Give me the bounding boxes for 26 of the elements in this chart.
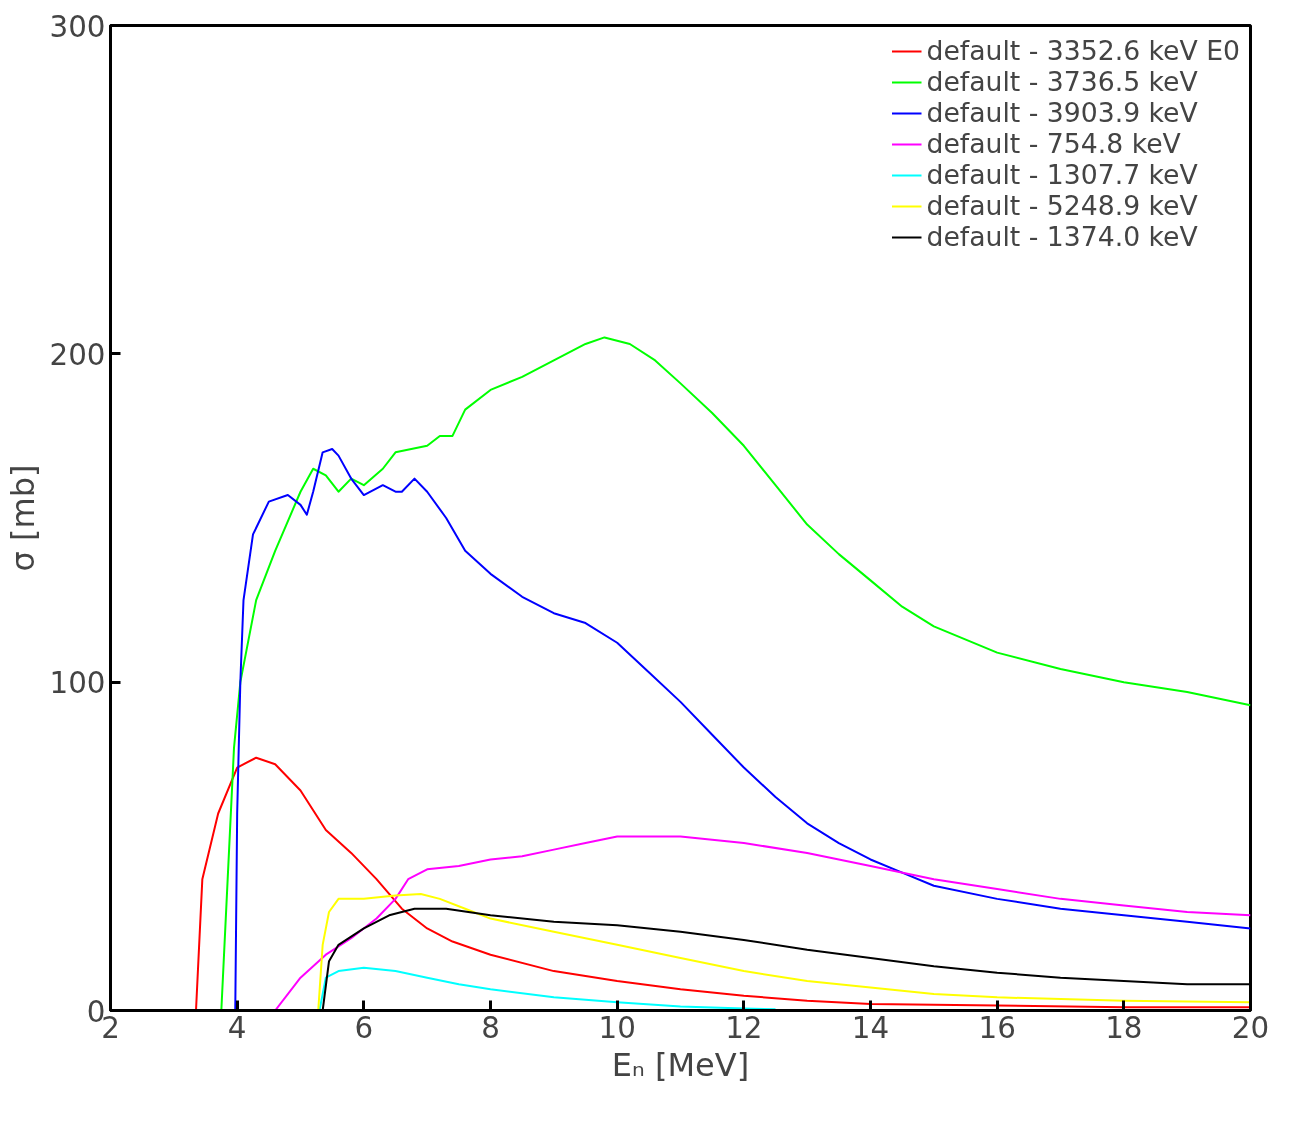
x-tick-label: 8	[481, 1010, 500, 1045]
x-tick-label: 12	[725, 1010, 763, 1045]
legend-label: default - 1374.0 keV	[926, 221, 1198, 252]
x-tick-label: 10	[598, 1010, 636, 1045]
x-tick-label: 16	[978, 1010, 1016, 1045]
y-tick-label: 200	[49, 337, 106, 372]
x-tick-label: 4	[227, 1010, 247, 1045]
y-tick-label: 300	[49, 9, 106, 44]
legend-label: default - 3736.5 keV	[926, 66, 1198, 97]
line-series	[220, 336, 1251, 1011]
x-tick-label: 14	[851, 1010, 890, 1045]
legend-label: default - 5248.9 keV	[926, 190, 1198, 221]
y-tick-label: 100	[49, 666, 106, 701]
line-series	[274, 835, 1251, 1011]
x-tick-label: 6	[354, 1010, 374, 1045]
legend-label: default - 3352.6 keV E0	[926, 35, 1240, 66]
legend-label: default - 3903.9 keV	[926, 97, 1198, 128]
legend-label: default - 754.8 keV	[926, 128, 1181, 159]
y-axis-title: σ [mb]	[3, 464, 42, 572]
x-tick-label: 18	[1105, 1010, 1143, 1045]
legend-label: default - 1307.7 keV	[926, 159, 1198, 190]
line-series	[318, 966, 777, 1011]
x-tick-label: 20	[1231, 1010, 1270, 1045]
line-series	[234, 448, 1251, 1011]
x-axis-title: Eₙ [MeV]	[611, 1045, 750, 1084]
line-series	[195, 756, 1251, 1011]
